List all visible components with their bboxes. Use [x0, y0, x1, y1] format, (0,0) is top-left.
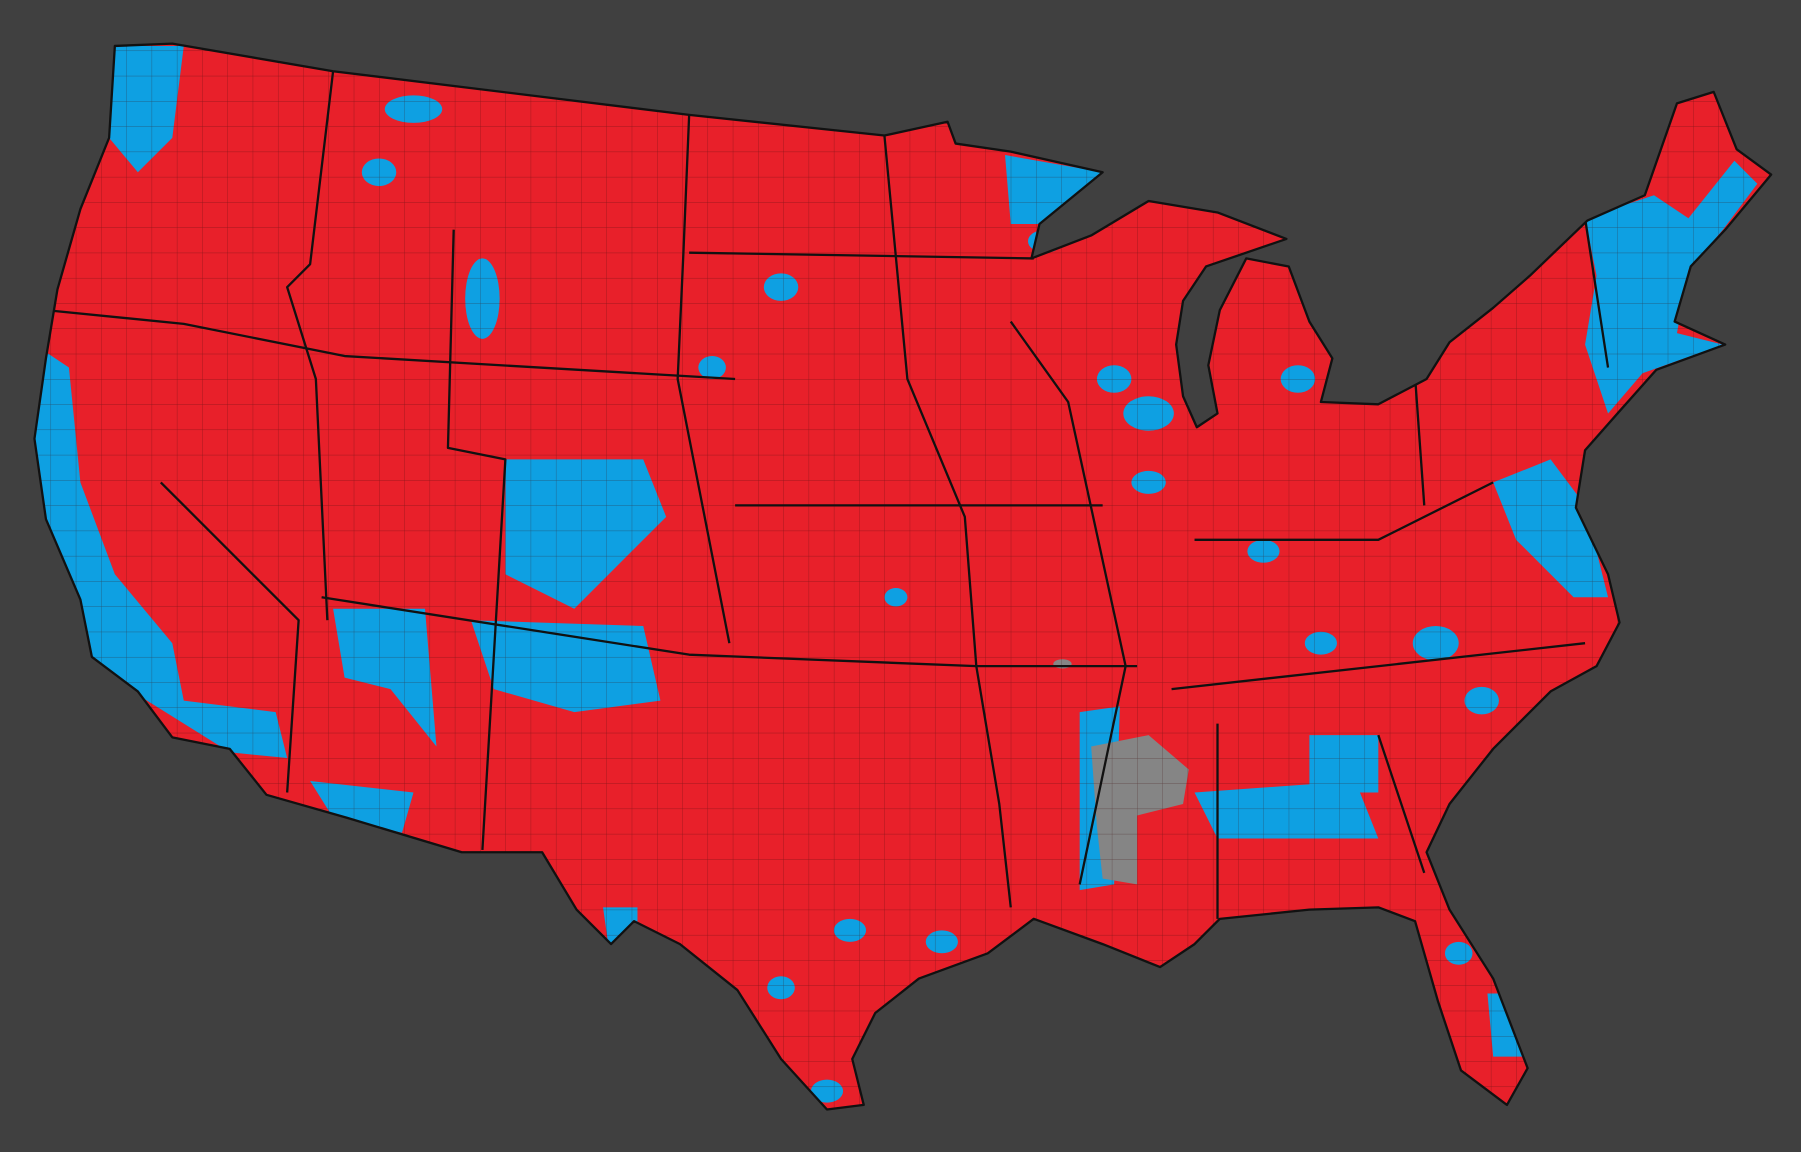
state-border-6 [446, 229, 507, 850]
state-border-9 [1171, 642, 1586, 691]
state-border-3 [45, 308, 736, 381]
national-border [33, 42, 1773, 1111]
state-border-2 [883, 135, 1012, 908]
state-borders [45, 71, 1610, 919]
state-border-15 [689, 251, 1034, 260]
state-border-0 [286, 71, 335, 621]
state-border-13 [1583, 218, 1610, 368]
state-border-5 [159, 481, 300, 793]
state-border-1 [676, 114, 731, 644]
state-border-11 [1377, 734, 1426, 874]
state-border-8 [1194, 481, 1494, 541]
state-border-7 [1009, 320, 1127, 885]
state-border-4 [321, 596, 1138, 668]
